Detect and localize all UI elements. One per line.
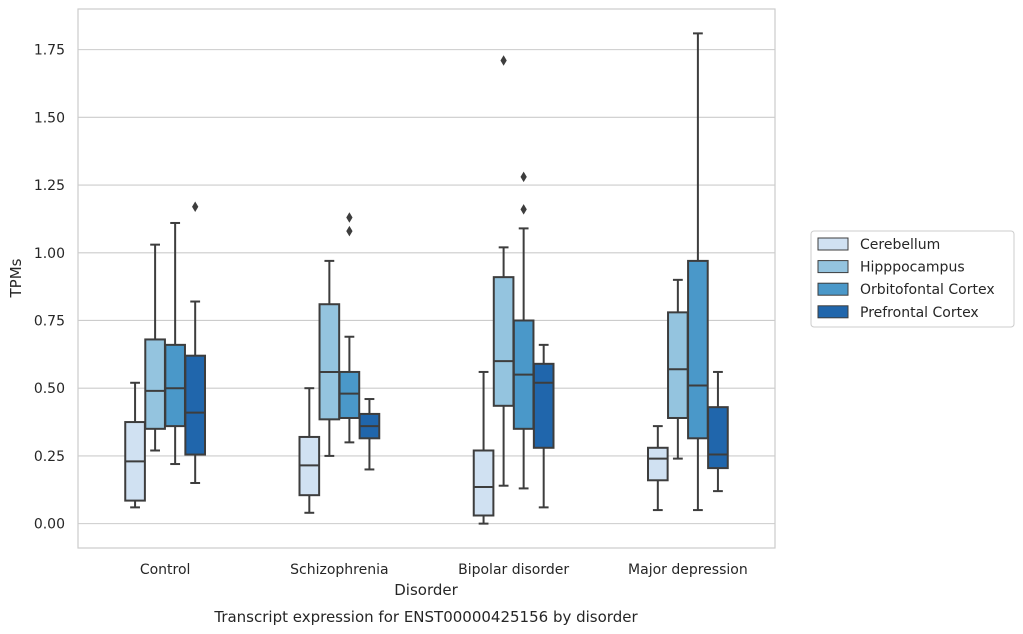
box-iqr [338,370,361,419]
box-iqr [492,276,515,407]
outlier-point [346,212,353,223]
box-iqr [318,303,341,421]
box [358,398,381,471]
gridlines [78,49,775,525]
box [492,55,515,487]
box-iqr [164,343,186,428]
y-tick-label: 0.75 [34,313,65,329]
box [318,259,341,457]
series-cerebellum [124,370,669,525]
legend-swatch [817,282,849,296]
legend-label: Hipppocampus [860,260,965,276]
y-tick-label: 1.50 [34,110,65,126]
box [646,425,669,512]
box [707,370,729,493]
box [532,343,555,509]
x-axis-label: Disorder [394,581,458,599]
box [298,387,321,514]
legend-frame [810,230,1015,328]
legend-item: Orbitofontal Cortex [817,282,995,298]
outlier-point [192,201,199,212]
y-tick-label: 0.25 [34,449,65,465]
series-orbitofontal-cortex [164,32,709,512]
outlier-point [346,225,353,237]
legend-item: Cerebellum [817,237,940,253]
box-iqr [646,446,669,482]
series-prefrontal-cortex [184,201,729,509]
x-tick-label: Schizophrenia [290,562,388,578]
box [667,278,689,460]
y-axis-label: TPMs [7,258,25,298]
outlier-point [500,55,507,66]
box-iqr [184,354,207,456]
box [144,243,166,452]
box-iqr [144,338,166,430]
y-tick-label: 1.00 [34,246,65,262]
outlier-point [520,171,527,183]
legend-swatch [817,237,849,251]
box-iqr [707,406,729,470]
x-tick-label: Bipolar disorder [458,562,569,578]
chart-caption: Transcript expression for ENST0000042515… [213,608,638,626]
series-hipppocampus [144,55,689,487]
legend-label: Orbitofontal Cortex [860,282,995,298]
y-tick-label: 1.75 [34,43,65,59]
box [687,32,709,512]
legend-item: Prefrontal Cortex [817,305,979,321]
legend: Cerebellum Hipppocampus Orbitofontal Corte… [810,230,1015,328]
plot-frame [77,8,776,549]
box-iqr [667,311,689,419]
legend-label: Prefrontal Cortex [860,305,979,321]
y-tick-label: 0.50 [34,381,65,397]
box-iqr [687,259,709,440]
box-iqr [472,449,495,517]
outlier-point [520,204,527,215]
box-iqr [532,362,555,449]
y-tick-label: 0.00 [34,517,65,533]
legend-swatch [817,305,849,319]
box [164,221,186,466]
box [512,171,535,490]
x-tick-label: Major depression [628,562,748,578]
y-tick-label: 1.25 [34,178,65,194]
box [124,381,146,509]
legend-swatch [817,260,849,274]
box [338,212,361,444]
box [472,370,495,525]
x-tick-label: Control [140,562,191,578]
x-axis-ticks: Control Schizophrenia Bipolar disorder Majo… [140,562,748,578]
box-series-layer [124,32,729,525]
legend-label: Cerebellum [860,237,940,253]
y-axis-ticks: 0.00 0.25 0.50 0.75 1.00 1.25 1.50 1.75 [34,43,65,533]
legend-item: Hipppocampus [817,260,965,276]
box [184,201,207,484]
